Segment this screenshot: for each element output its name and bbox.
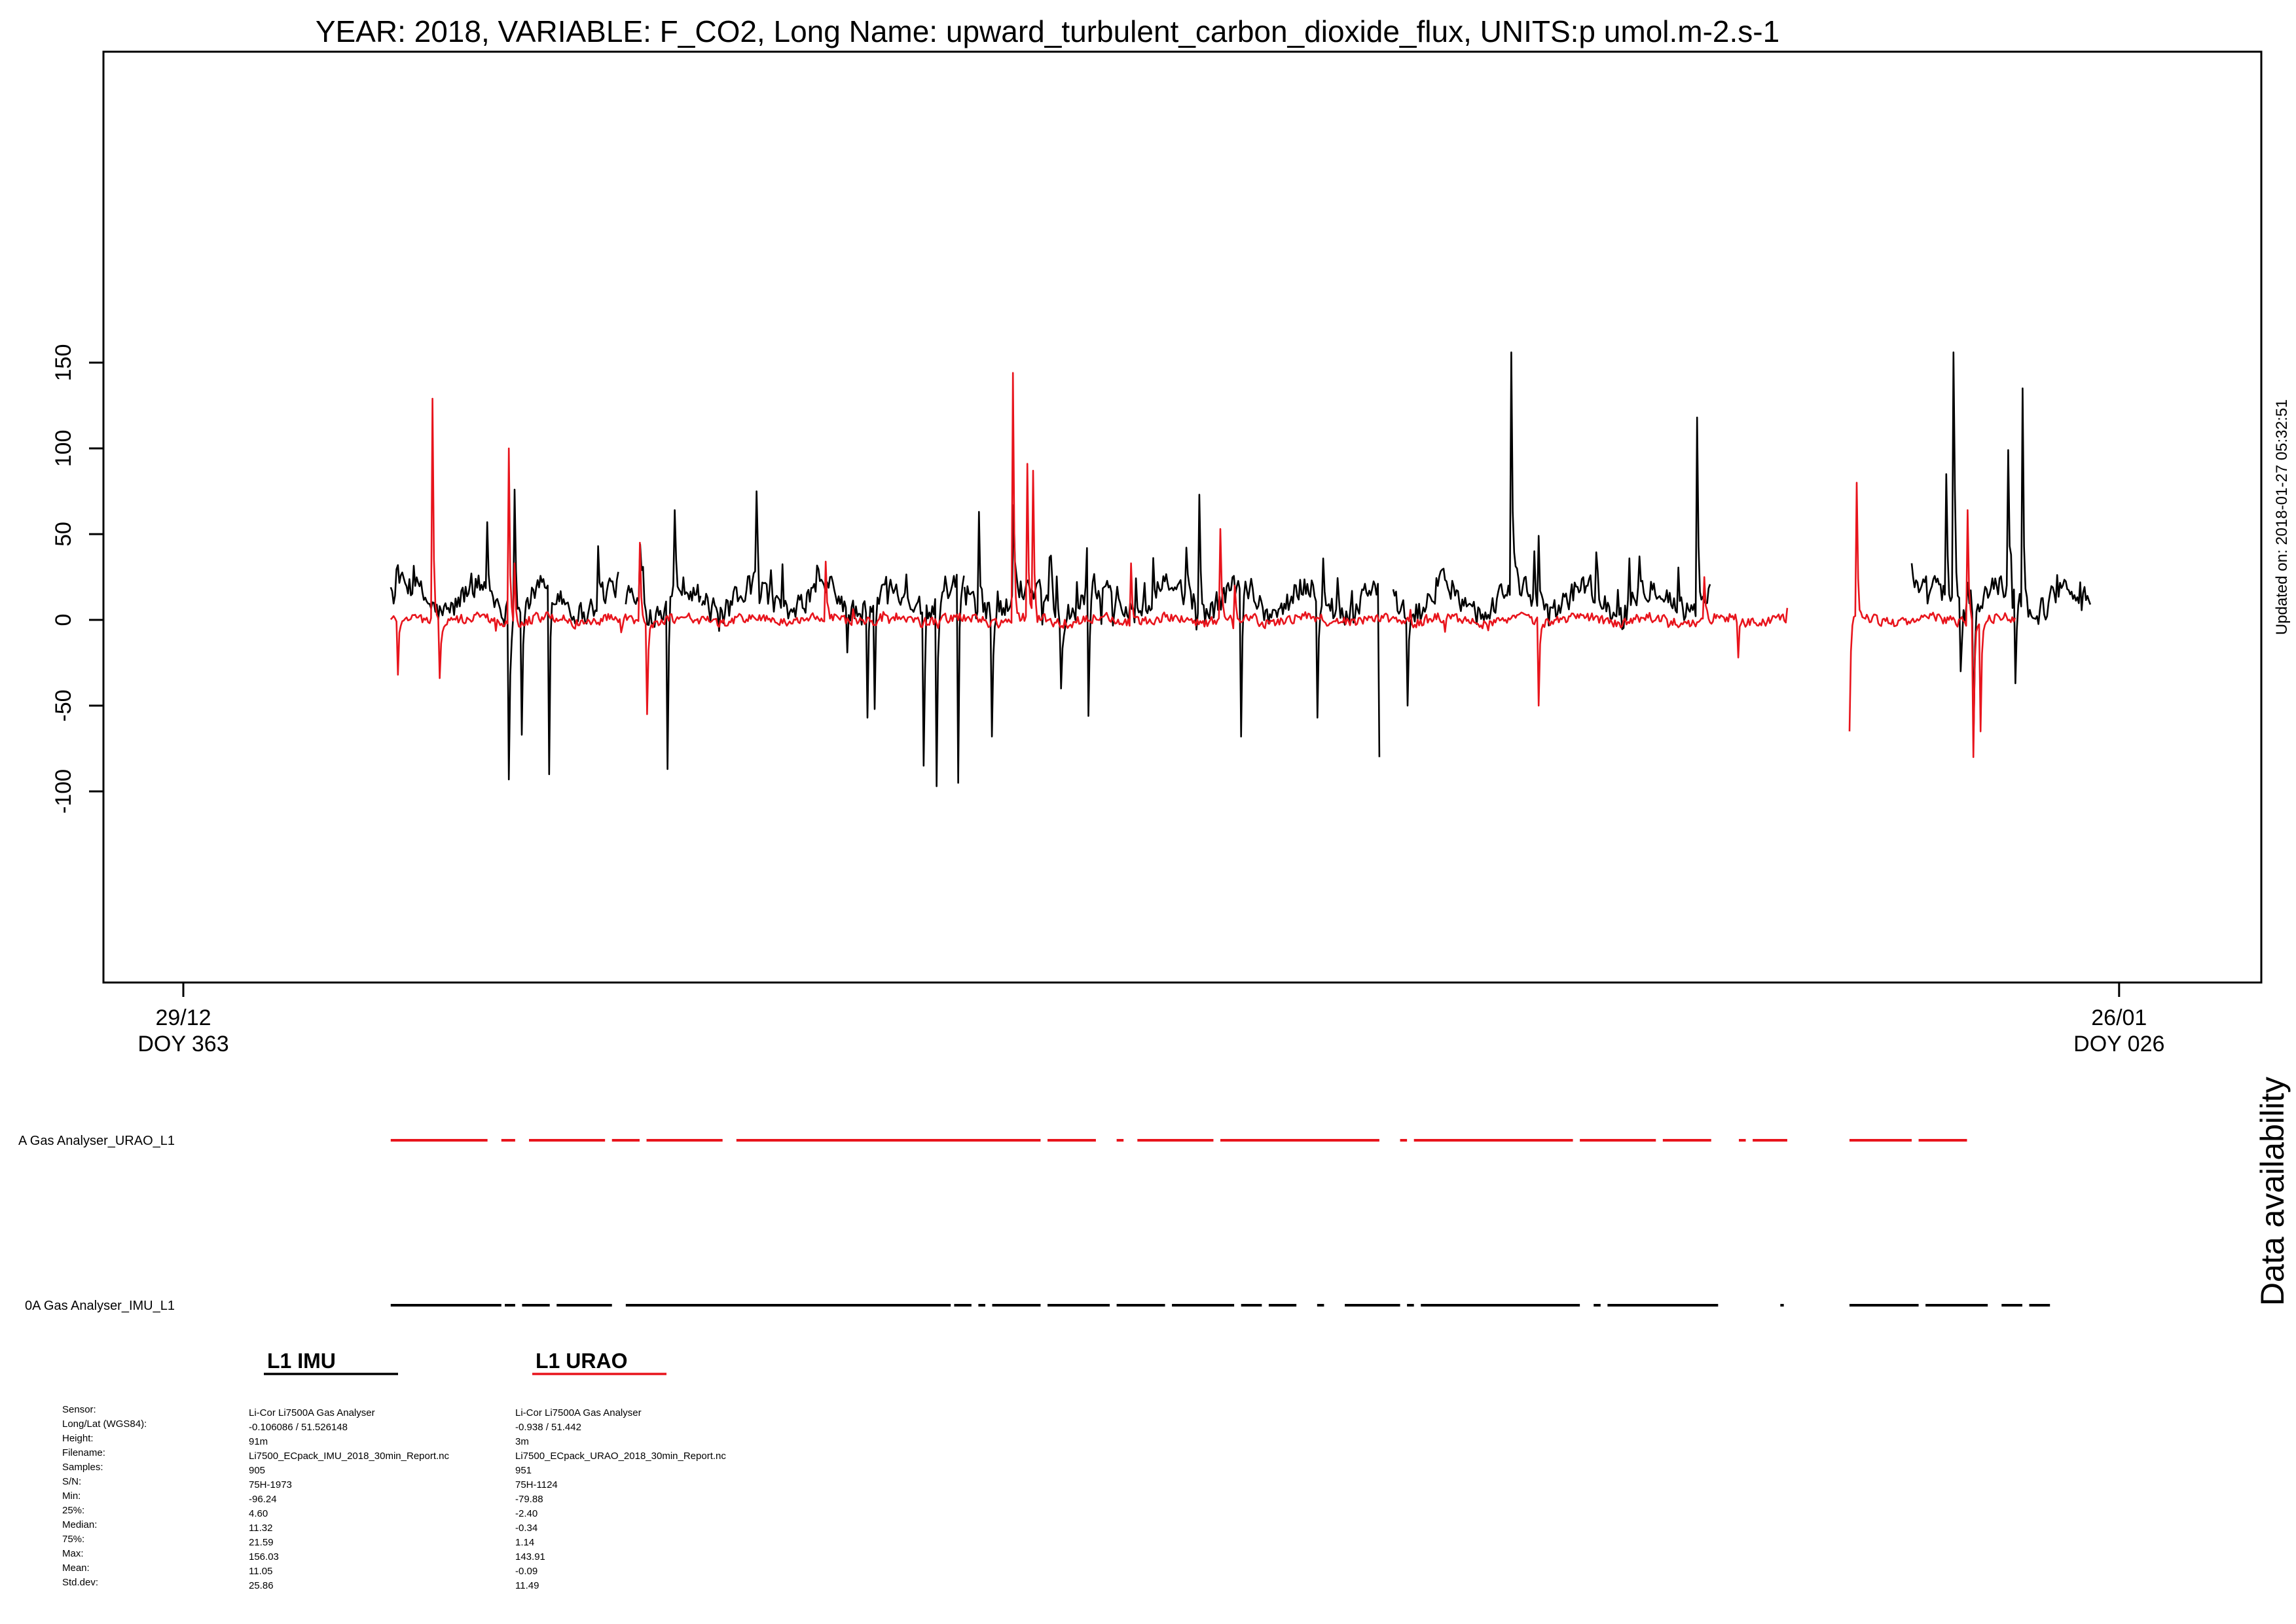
x-tick-date: 26/01	[2091, 1005, 2147, 1030]
y-tick-label: -50	[51, 689, 76, 721]
series-line	[1717, 607, 1789, 659]
y-tick-label: 100	[51, 430, 76, 467]
legend-label: L1 IMU	[267, 1349, 336, 1373]
x-tick-doy: DOY 026	[2073, 1032, 2164, 1056]
availability-title: Data availability	[2254, 1077, 2291, 1306]
series-line	[1392, 351, 1711, 707]
series-line	[390, 372, 1719, 715]
series-layer	[390, 351, 2092, 787]
series-line	[1848, 482, 2016, 758]
plot-frame	[102, 50, 2263, 984]
legend-label: L1 URAO	[536, 1349, 627, 1373]
series-line	[390, 488, 619, 780]
chart-title: YEAR: 2018, VARIABLE: F_CO2, Long Name: …	[316, 14, 1779, 48]
y-tick-label: 0	[51, 614, 76, 626]
y-tick-label: -100	[51, 769, 76, 814]
y-tick-label: 50	[51, 522, 76, 547]
series-imu	[390, 351, 2092, 787]
updated-label: Updated on: 2018-01-27 05:32:51	[2273, 399, 2291, 635]
series-line	[1205, 557, 1381, 757]
y-axis: 150 100 50 0 -50 -100	[51, 344, 103, 814]
series-urao	[390, 372, 2016, 758]
availability-row-label: 0A Gas Analyser_IMU_L1	[25, 1299, 175, 1313]
series-line	[701, 490, 965, 787]
legend: L1 IMU L1 URAO	[264, 1349, 666, 1375]
series-line	[1910, 351, 2092, 732]
series-line	[625, 509, 702, 770]
series-line	[964, 494, 1208, 738]
x-tick-doy: DOY 363	[137, 1032, 228, 1056]
y-tick-label: 150	[51, 344, 76, 382]
availability-row-label: A Gas Analyser_URAO_L1	[18, 1134, 175, 1148]
availability-panel: A Gas Analyser_URAO_L1 0A Gas Analyser_IM…	[18, 1134, 2050, 1313]
x-tick-date: 29/12	[155, 1005, 211, 1030]
